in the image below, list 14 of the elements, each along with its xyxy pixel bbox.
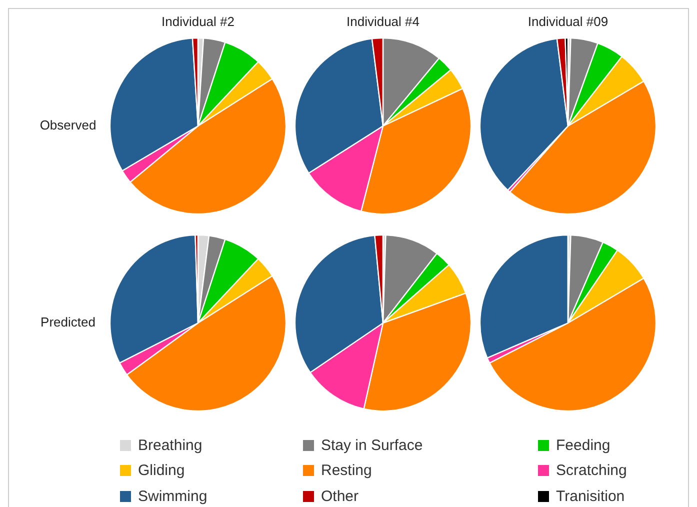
chart-title: Individual #4 [346,14,420,29]
legend-label: Feeding [556,436,610,454]
legend-label: Stay in Surface [321,436,423,454]
chart-title: Individual #09 [528,14,608,29]
legend-label: Scratching [556,462,627,479]
legend-label: Other [321,488,359,505]
chart-title: Individual #2 [162,14,234,29]
legend-label: Tranisition [556,488,625,505]
legend-label: Resting [321,462,372,479]
text: Predicted [40,314,96,330]
legend-label: Gliding [138,462,185,479]
legend-label: Swimming [138,488,208,505]
legend-label: Breathing [138,436,202,454]
text: Observed [40,117,96,132]
